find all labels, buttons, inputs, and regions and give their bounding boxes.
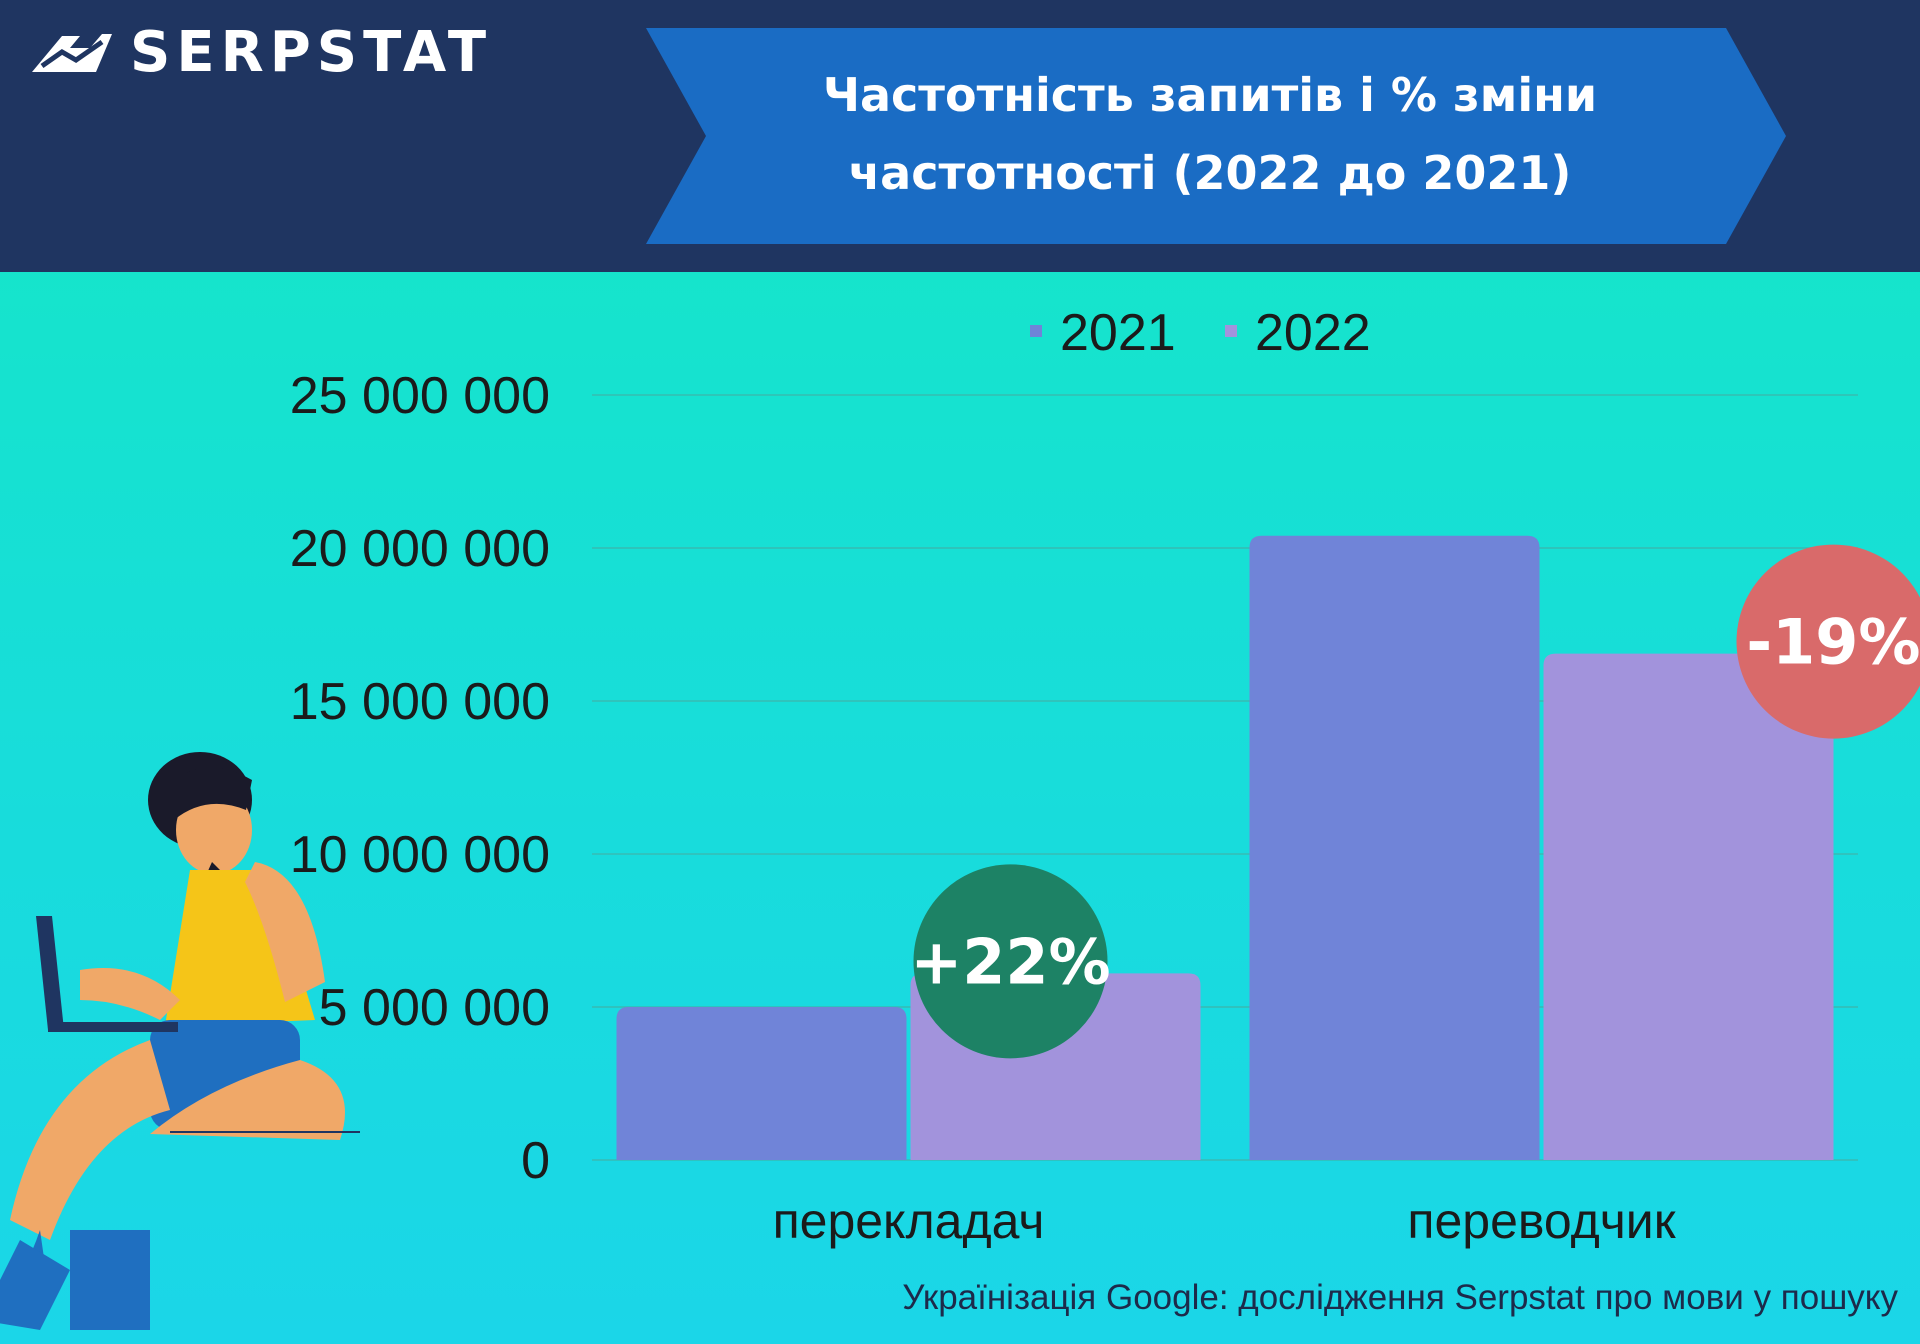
chart-title-line-1: Частотність запитів і % зміни	[822, 68, 1598, 122]
bar-2021-1	[1249, 535, 1540, 1160]
y-tick-label: 10 000 000	[290, 826, 550, 884]
x-axis-ticks: перекладач переводчик	[773, 1193, 1677, 1249]
bar-2022-1	[1543, 653, 1834, 1160]
change-badge-label: +22%	[910, 925, 1110, 998]
legend-swatch	[1225, 325, 1237, 337]
legend: 2021 2022	[1030, 304, 1371, 362]
brand-name: SERPSTAT	[130, 19, 493, 85]
x-tick-label: перекладач	[773, 1193, 1045, 1249]
change-badge-label: -19%	[1746, 606, 1920, 679]
chart-title-line-2: частотності (2022 до 2021)	[848, 146, 1572, 200]
legend-swatch	[1030, 325, 1042, 337]
change-badge	[913, 864, 1108, 1059]
serpstat-logo-icon	[32, 34, 112, 72]
brand-logo: SERPSTAT	[32, 19, 493, 85]
title-banner	[646, 28, 1786, 244]
change-badge	[1736, 544, 1920, 739]
chart-title: Частотність запитів і % зміни частотност…	[760, 56, 1660, 212]
bars	[616, 535, 1834, 1160]
legend-label: 2022	[1255, 304, 1371, 362]
bar-2021-0	[616, 1007, 907, 1160]
y-tick-label: 5 000 000	[319, 979, 550, 1037]
y-axis-ticks: 0 5 000 000 10 000 000 15 000 000 20 000 000…	[290, 367, 550, 1190]
y-tick-label: 15 000 000	[290, 673, 550, 731]
y-tick-label: 25 000 000	[290, 367, 550, 425]
x-tick-label: переводчик	[1407, 1193, 1676, 1249]
y-tick-label: 0	[521, 1132, 550, 1190]
change-annotations: +22% -19%	[910, 544, 1920, 1059]
source-footnote: Українізація Google: дослідження Serpsta…	[902, 1278, 1898, 1317]
legend-label: 2021	[1060, 304, 1176, 362]
woman-with-laptop-illustration	[0, 752, 360, 1330]
y-tick-label: 20 000 000	[290, 520, 550, 578]
